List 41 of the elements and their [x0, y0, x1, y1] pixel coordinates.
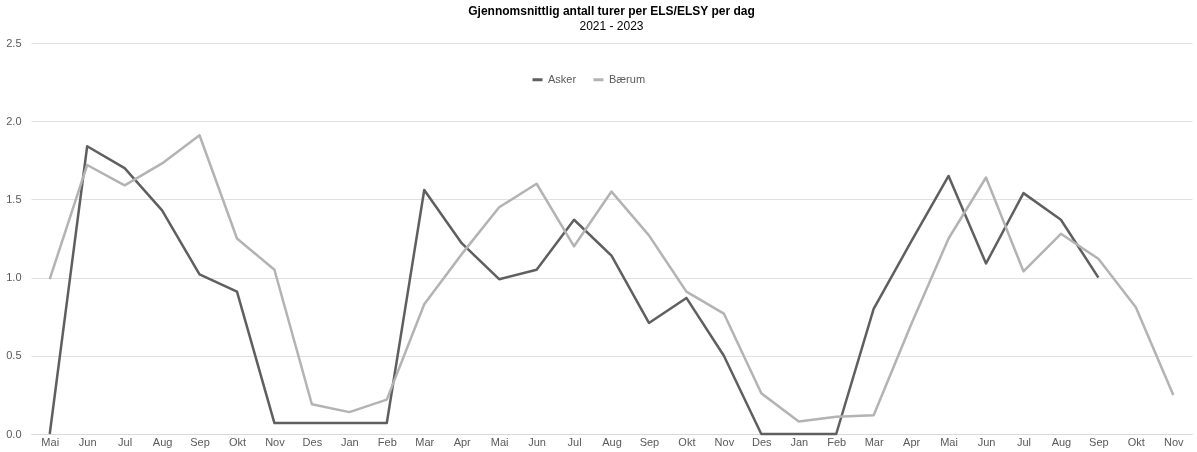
x-tick-label: Mai [940, 435, 958, 448]
x-tick-label: Mar [415, 435, 435, 448]
y-tick-label: 1.5 [6, 192, 22, 205]
x-tick-label: Apr [903, 435, 921, 448]
x-tick-label: Okt [1127, 435, 1145, 448]
chart-title: Gjennomsnittlig antall turer per ELS/ELSY per dag [468, 4, 755, 18]
legend-label: Asker [548, 72, 577, 85]
x-tick-label: Mar [864, 435, 884, 448]
y-tick-label: 0.0 [6, 427, 22, 440]
x-tick-label: Jan [790, 435, 809, 448]
x-tick-label: Jan [340, 435, 359, 448]
legend-label: Bærum [609, 72, 646, 85]
x-tick-label: Sep [1089, 435, 1109, 448]
x-tick-label: Des [302, 435, 323, 448]
chart-subtitle: 2021 - 2023 [579, 19, 644, 33]
x-tick-label: Nov [714, 435, 735, 448]
x-tick-label: Aug [152, 435, 173, 448]
x-tick-label: Feb [827, 435, 847, 448]
x-tick-label: Jul [1016, 435, 1031, 448]
x-tick-label: Mai [490, 435, 509, 448]
x-tick-label: Feb [377, 435, 397, 448]
x-tick-label: Okt [228, 435, 247, 448]
x-tick-label: Okt [678, 435, 696, 448]
x-tick-label: Jul [567, 435, 582, 448]
x-tick-label: Jun [528, 435, 546, 448]
x-tick-label: Mai [41, 435, 60, 448]
y-tick-label: 1.0 [6, 271, 22, 284]
x-tick-label: Sep [639, 435, 660, 448]
x-tick-label: Jul [118, 435, 133, 448]
x-tick-label: Aug [1051, 435, 1072, 448]
x-tick-label: Jun [977, 435, 996, 448]
x-tick-label: Des [752, 435, 773, 448]
x-tick-label: Nov [1163, 435, 1185, 448]
x-tick-label: Jun [78, 435, 97, 448]
x-tick-label: Apr [453, 435, 472, 448]
y-tick-label: 2.0 [6, 114, 22, 127]
x-tick-label: Sep [190, 435, 210, 448]
x-tick-label: Nov [265, 435, 286, 448]
y-tick-label: 2.5 [6, 36, 22, 49]
x-tick-label: Aug [602, 435, 622, 448]
y-tick-label: 0.5 [6, 349, 22, 362]
